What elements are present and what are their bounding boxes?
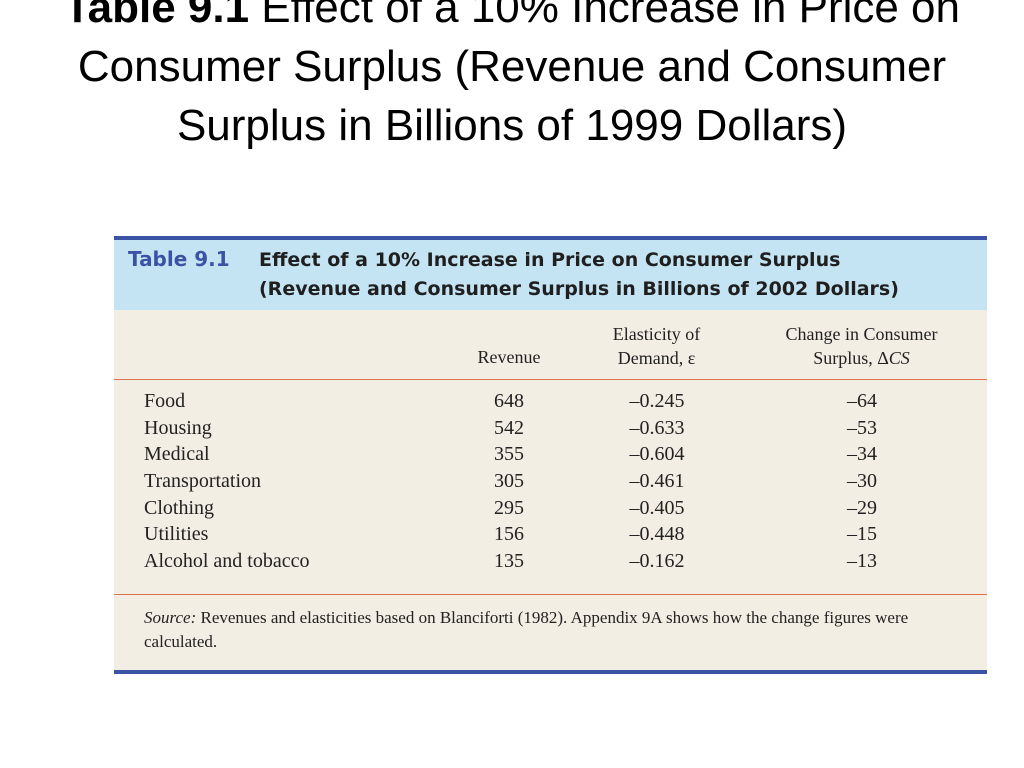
source-divider [114,594,987,595]
category-cell: Medical [144,443,210,466]
change-cell: –13 [847,550,877,573]
table-caption-line1: Effect of a 10% Increase in Price on Con… [259,249,841,271]
category-cell: Clothing [144,496,215,519]
slide-title-text: Effect of a 10% Increase in Price on Con… [77,0,960,150]
column-header-elasticity: Elasticity of Demand, ε [584,322,729,370]
revenue-cell: 135 [494,550,524,573]
category-cell: Alcohol and tobacco [144,550,310,573]
change-cell: –34 [847,443,877,466]
slide-title-bold: Table 9.1 [64,0,250,32]
column-header-change-cs: CS [888,348,910,368]
revenue-cell: 305 [494,470,524,493]
elasticity-cell: –0.604 [629,443,685,466]
column-header-change-prefix: Surplus, Δ [813,348,889,368]
source-label: Source: [144,608,197,627]
header-divider [114,379,987,380]
slide-title: Table 9.1 Effect of a 10% Increase in Pr… [0,0,1024,155]
table-row: Utilities 156 –0.448 –15 [114,521,987,548]
source-text: Revenues and elasticities based on Blanc… [144,608,909,651]
table-header-band: Table 9.1 Effect of a 10% Increase in Pr… [114,240,987,310]
elasticity-cell: –0.245 [629,390,685,412]
column-header-change-line2: Surplus, ΔCS [754,346,969,370]
category-cell: Food [144,390,186,412]
revenue-cell: 542 [494,416,524,439]
column-header-elasticity-line2: Demand, ε [617,348,696,368]
category-cell: Housing [144,416,212,439]
table-row: Housing 542 –0.633 –53 [114,415,987,442]
change-cell: –29 [847,496,877,519]
elasticity-cell: –0.405 [629,496,685,519]
elasticity-cell: –0.448 [629,523,685,546]
source-note: Source: Revenues and elasticities based … [144,606,944,654]
table-row: Medical 355 –0.604 –34 [114,441,987,468]
table-label: Table 9.1 [128,247,230,271]
table-row: Transportation 305 –0.461 –30 [114,468,987,495]
column-header-change: Change in Consumer Surplus, ΔCS [754,322,969,370]
table-caption: Effect of a 10% Increase in Price on Con… [259,246,979,304]
revenue-cell: 648 [494,390,524,412]
table-row: Alcohol and tobacco 135 –0.162 –13 [114,548,987,575]
category-cell: Transportation [144,470,262,493]
change-cell: –53 [847,416,877,439]
column-header-revenue: Revenue [477,347,541,367]
elasticity-cell: –0.633 [629,416,685,439]
change-cell: –30 [847,470,877,493]
category-cell: Utilities [144,523,209,546]
revenue-cell: 355 [494,443,524,466]
revenue-cell: 156 [494,523,524,546]
change-cell: –15 [847,523,877,546]
revenue-cell: 295 [494,496,524,519]
elasticity-cell: –0.162 [629,550,685,573]
column-header-elasticity-line1: Elasticity of [612,324,701,344]
table-caption-line2: (Revenue and Consumer Surplus in Billion… [259,278,899,300]
change-cell: –64 [847,390,877,412]
table-row: Food 648 –0.245 –64 [114,388,987,415]
elasticity-cell: –0.461 [629,470,685,493]
table-row: Clothing 295 –0.405 –29 [114,495,987,522]
table-body: Food 648 –0.245 –64 Housing 542 –0.633 –… [114,388,987,575]
table-figure: Table 9.1 Effect of a 10% Increase in Pr… [114,236,987,674]
column-header-change-line1: Change in Consumer [785,324,938,344]
